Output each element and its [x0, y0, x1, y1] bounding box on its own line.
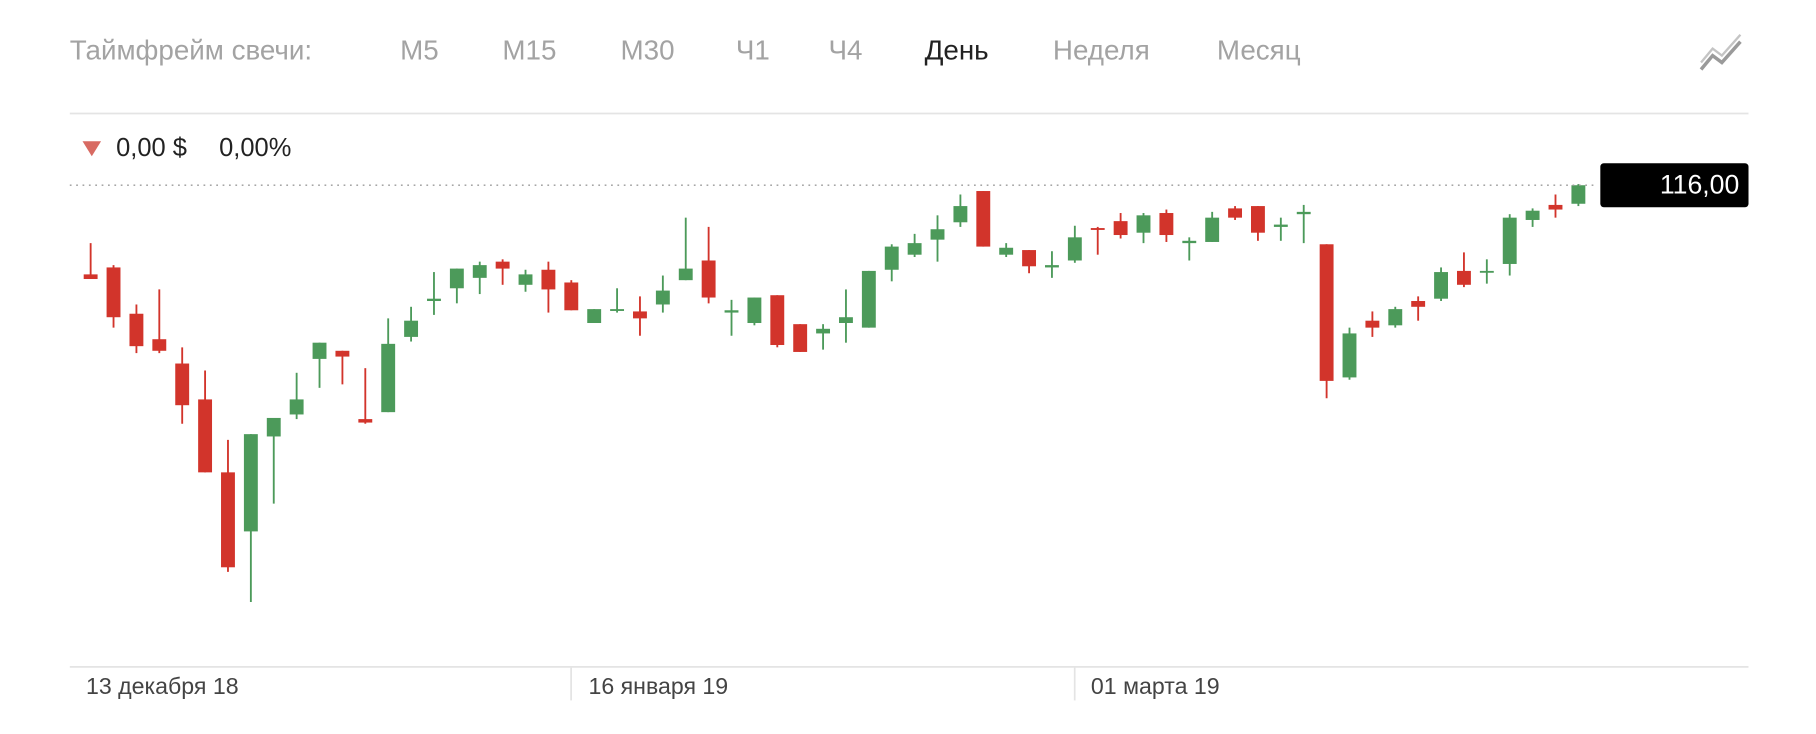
candle-body	[770, 295, 785, 346]
candle-body	[472, 265, 487, 278]
candle-body	[358, 419, 373, 423]
change-amount: 0,00 $	[116, 134, 187, 162]
candle-body	[1388, 309, 1403, 326]
candle-body	[427, 298, 441, 302]
candle-body	[724, 310, 739, 313]
timeframe-label: Таймфрейм свечи:	[70, 34, 312, 65]
candle-body	[1159, 213, 1174, 236]
candle-body	[312, 342, 327, 359]
timeframe-tab[interactable]: М15	[502, 34, 556, 65]
candle-body	[1319, 244, 1334, 381]
candle-body	[266, 417, 281, 437]
timeframe-tabs: М5 М15 М30 Ч1 Ч4 День Неделя Месяц	[400, 34, 1301, 65]
candle-body	[884, 246, 899, 270]
candle-body	[1296, 211, 1311, 215]
candle-body	[1365, 320, 1380, 328]
candle-body	[861, 270, 876, 328]
candle-body	[152, 339, 167, 351]
candle-body	[839, 317, 853, 324]
last-price-label: 116,00	[1660, 169, 1739, 199]
candle-body	[1045, 265, 1059, 268]
x-label: 16 января 19	[588, 673, 728, 699]
candle-body	[335, 350, 350, 357]
timeframe-tab[interactable]: Ч4	[829, 34, 863, 65]
candle-body	[633, 311, 647, 319]
candle-body	[999, 247, 1014, 255]
candle-body	[129, 313, 144, 347]
x-label: 01 марта 19	[1091, 673, 1220, 699]
timeframe-tab[interactable]: Неделя	[1053, 34, 1150, 65]
candle-body	[449, 268, 464, 289]
candle-body	[678, 268, 693, 281]
candle-body	[930, 229, 945, 240]
candle-body	[793, 324, 808, 352]
plot: 116,00	[69, 163, 1749, 603]
change-arrow	[82, 141, 102, 157]
candle-body	[198, 399, 213, 473]
candle-body	[1022, 250, 1037, 267]
candle-body	[1525, 210, 1540, 220]
candle-body	[907, 243, 922, 255]
candle-body	[564, 282, 579, 311]
candle-body	[610, 309, 625, 311]
candle-body	[1182, 240, 1197, 244]
timeframe-tab[interactable]: Месяц	[1217, 34, 1301, 65]
candle-body	[1228, 208, 1243, 218]
candle-body	[1548, 204, 1563, 210]
x-label: 13 декабря 18	[86, 673, 239, 699]
timeframe-tab[interactable]: День	[925, 34, 989, 65]
candle-body	[587, 309, 602, 324]
chart-type-icon[interactable]	[1699, 40, 1742, 71]
candle-body	[1067, 237, 1082, 261]
candle-body	[1273, 224, 1288, 227]
candle-body	[221, 472, 235, 568]
candle-body	[404, 320, 419, 337]
last-price-box	[1600, 163, 1749, 208]
candle-body	[1113, 221, 1128, 236]
change-percent: 0,00%	[219, 134, 291, 162]
candle-body	[1571, 185, 1586, 204]
candle-body	[83, 274, 98, 280]
candle-body	[289, 399, 304, 415]
candle-body	[1205, 217, 1220, 242]
candle-body	[1456, 270, 1471, 285]
candle-body	[1411, 301, 1426, 307]
candle-body	[1342, 333, 1357, 378]
candle-body	[1434, 272, 1448, 299]
timeframe-tab[interactable]: М30	[621, 34, 675, 65]
candle-body	[701, 260, 716, 298]
candle-body	[953, 206, 968, 223]
candle-body	[816, 328, 831, 334]
candle-body	[655, 290, 670, 305]
candle-body	[106, 267, 121, 318]
timeframe-tab[interactable]: Ч1	[736, 34, 770, 65]
candle-body	[518, 274, 533, 285]
candle-body	[1502, 217, 1517, 264]
candle-body	[243, 434, 258, 532]
timeframe-tab[interactable]: М5	[400, 34, 439, 65]
candle-body	[747, 297, 762, 324]
candle-body	[1251, 206, 1265, 233]
candle-body	[541, 269, 556, 290]
candle-body	[495, 261, 510, 269]
chart-type-icon-shadow	[1700, 33, 1742, 64]
candle-body	[1136, 215, 1151, 233]
candle-body	[381, 343, 396, 413]
candle-body	[976, 191, 991, 247]
candle-body	[175, 363, 190, 406]
candle-body	[1090, 228, 1105, 230]
candle-body	[1479, 270, 1494, 273]
